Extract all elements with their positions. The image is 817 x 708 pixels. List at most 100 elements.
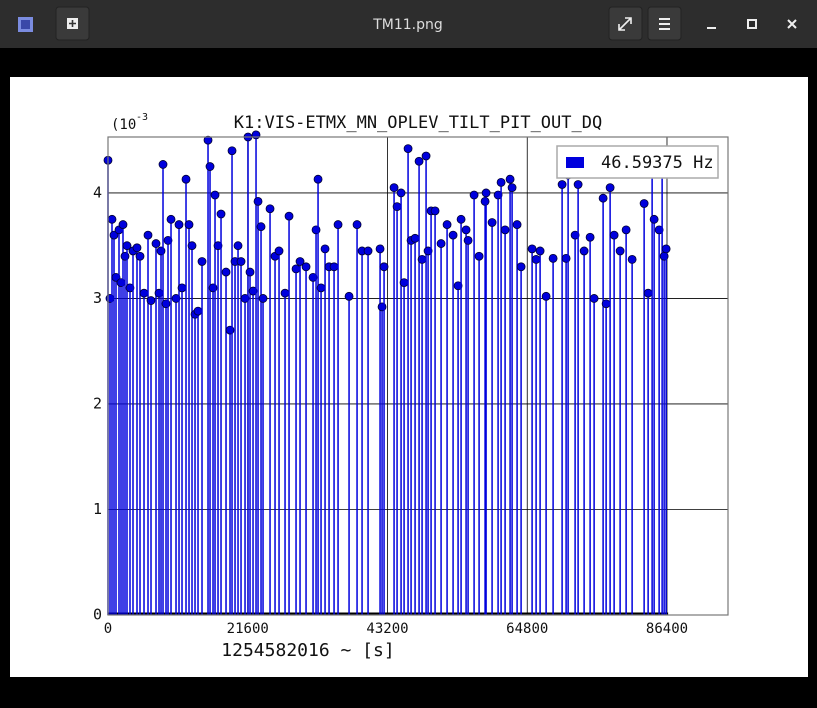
stem-marker [496,177,506,187]
stem-marker [118,220,128,229]
x-tick-label: 0 [104,621,112,637]
menu-button[interactable] [647,6,682,41]
stem-marker [649,214,659,224]
stem-marker [333,220,343,229]
stem-marker [601,299,611,309]
stem-marker [423,246,433,256]
stem-marker [417,255,427,264]
stem-marker [389,183,399,193]
stem-marker [469,190,479,200]
stem-marker [256,222,266,232]
stem-marker [311,225,321,235]
fullscreen-button[interactable] [608,6,643,41]
stem-marker [414,156,424,166]
y-scale-prefix: (10 [111,117,136,133]
stem-marker [161,299,171,309]
stem-marker [111,272,121,282]
window-title: TM11.png [372,17,443,33]
stem-marker [493,190,503,200]
stem-marker [453,281,463,291]
stem-marker [480,196,490,206]
maximize-button[interactable] [747,19,757,29]
stem-marker [579,246,589,256]
stem-marker [507,183,517,193]
stem-marker [301,262,311,272]
stem-marker [430,206,440,216]
stem-marker [177,283,187,293]
stem-marker [363,246,373,256]
stem-marker [125,283,135,293]
stem-marker [308,272,318,282]
stem-marker [245,267,255,277]
stem-marker [240,294,250,303]
stem-marker [163,236,173,245]
stem-marker [505,174,515,184]
stem-marker [379,262,389,272]
x-tick-label: 43200 [366,621,408,637]
stem-marker [105,294,115,303]
stem-marker [156,246,166,256]
y-tick-label: 4 [93,183,102,201]
y-scale-exponent: -3 [136,112,148,123]
stem-marker [654,225,664,235]
stem-marker [481,188,491,198]
stem-marker [403,144,413,154]
stem-marker [253,196,263,206]
stem-marker [122,241,132,251]
stem-marker [146,296,156,305]
stem-marker [377,302,387,312]
stem-marker [621,225,631,235]
stem-marker [216,209,226,219]
stem-marker [436,239,446,248]
close-button[interactable] [787,19,797,29]
x-tick-label: 21600 [227,621,269,637]
y-tick-label: 3 [93,289,102,307]
stem-marker [605,183,615,193]
stem-marker [208,283,218,293]
stem-marker [615,246,625,256]
stem-marker [116,278,126,288]
stem-marker [233,241,243,251]
stem-marker [135,251,145,261]
stem-marker [291,264,301,274]
stem-marker [399,278,409,288]
stem-marker [561,253,571,263]
stem-marker [329,262,339,272]
stem-marker [107,214,117,224]
stem-marker [585,232,595,242]
stem-marker [448,230,458,240]
stem-marker [295,257,305,266]
stem-marker [442,220,452,229]
y-tick-label: 0 [93,606,102,624]
stem-marker [396,188,406,198]
stem-marker [500,225,510,235]
stem-marker [421,151,431,161]
new-tab-button[interactable] [55,6,90,41]
stem-marker [410,233,420,243]
stem-marker [120,251,130,261]
stem-marker [236,257,246,266]
stem-marker [512,220,522,229]
stem-marker [516,262,526,272]
app-icon [18,17,33,32]
stem-marker [184,220,194,229]
stem-marker [221,267,231,277]
stem-marker [181,174,191,184]
stem-marker [174,220,184,229]
x-tick-label: 64800 [506,621,548,637]
stem-marker [143,230,153,240]
stem-marker [193,306,203,316]
stem-marker [265,204,275,214]
x-axis-label: 1254582016 ~ [s] [221,640,394,661]
stem-marker [205,162,215,171]
stem-marker [535,246,545,256]
stem-marker [659,251,669,261]
legend-swatch [566,157,584,168]
stem-marker [316,283,326,293]
stem-marker [661,244,671,254]
stem-marker [320,244,330,254]
stem-marker [251,130,261,140]
stem-marker [375,244,385,254]
stem-marker [557,180,567,189]
